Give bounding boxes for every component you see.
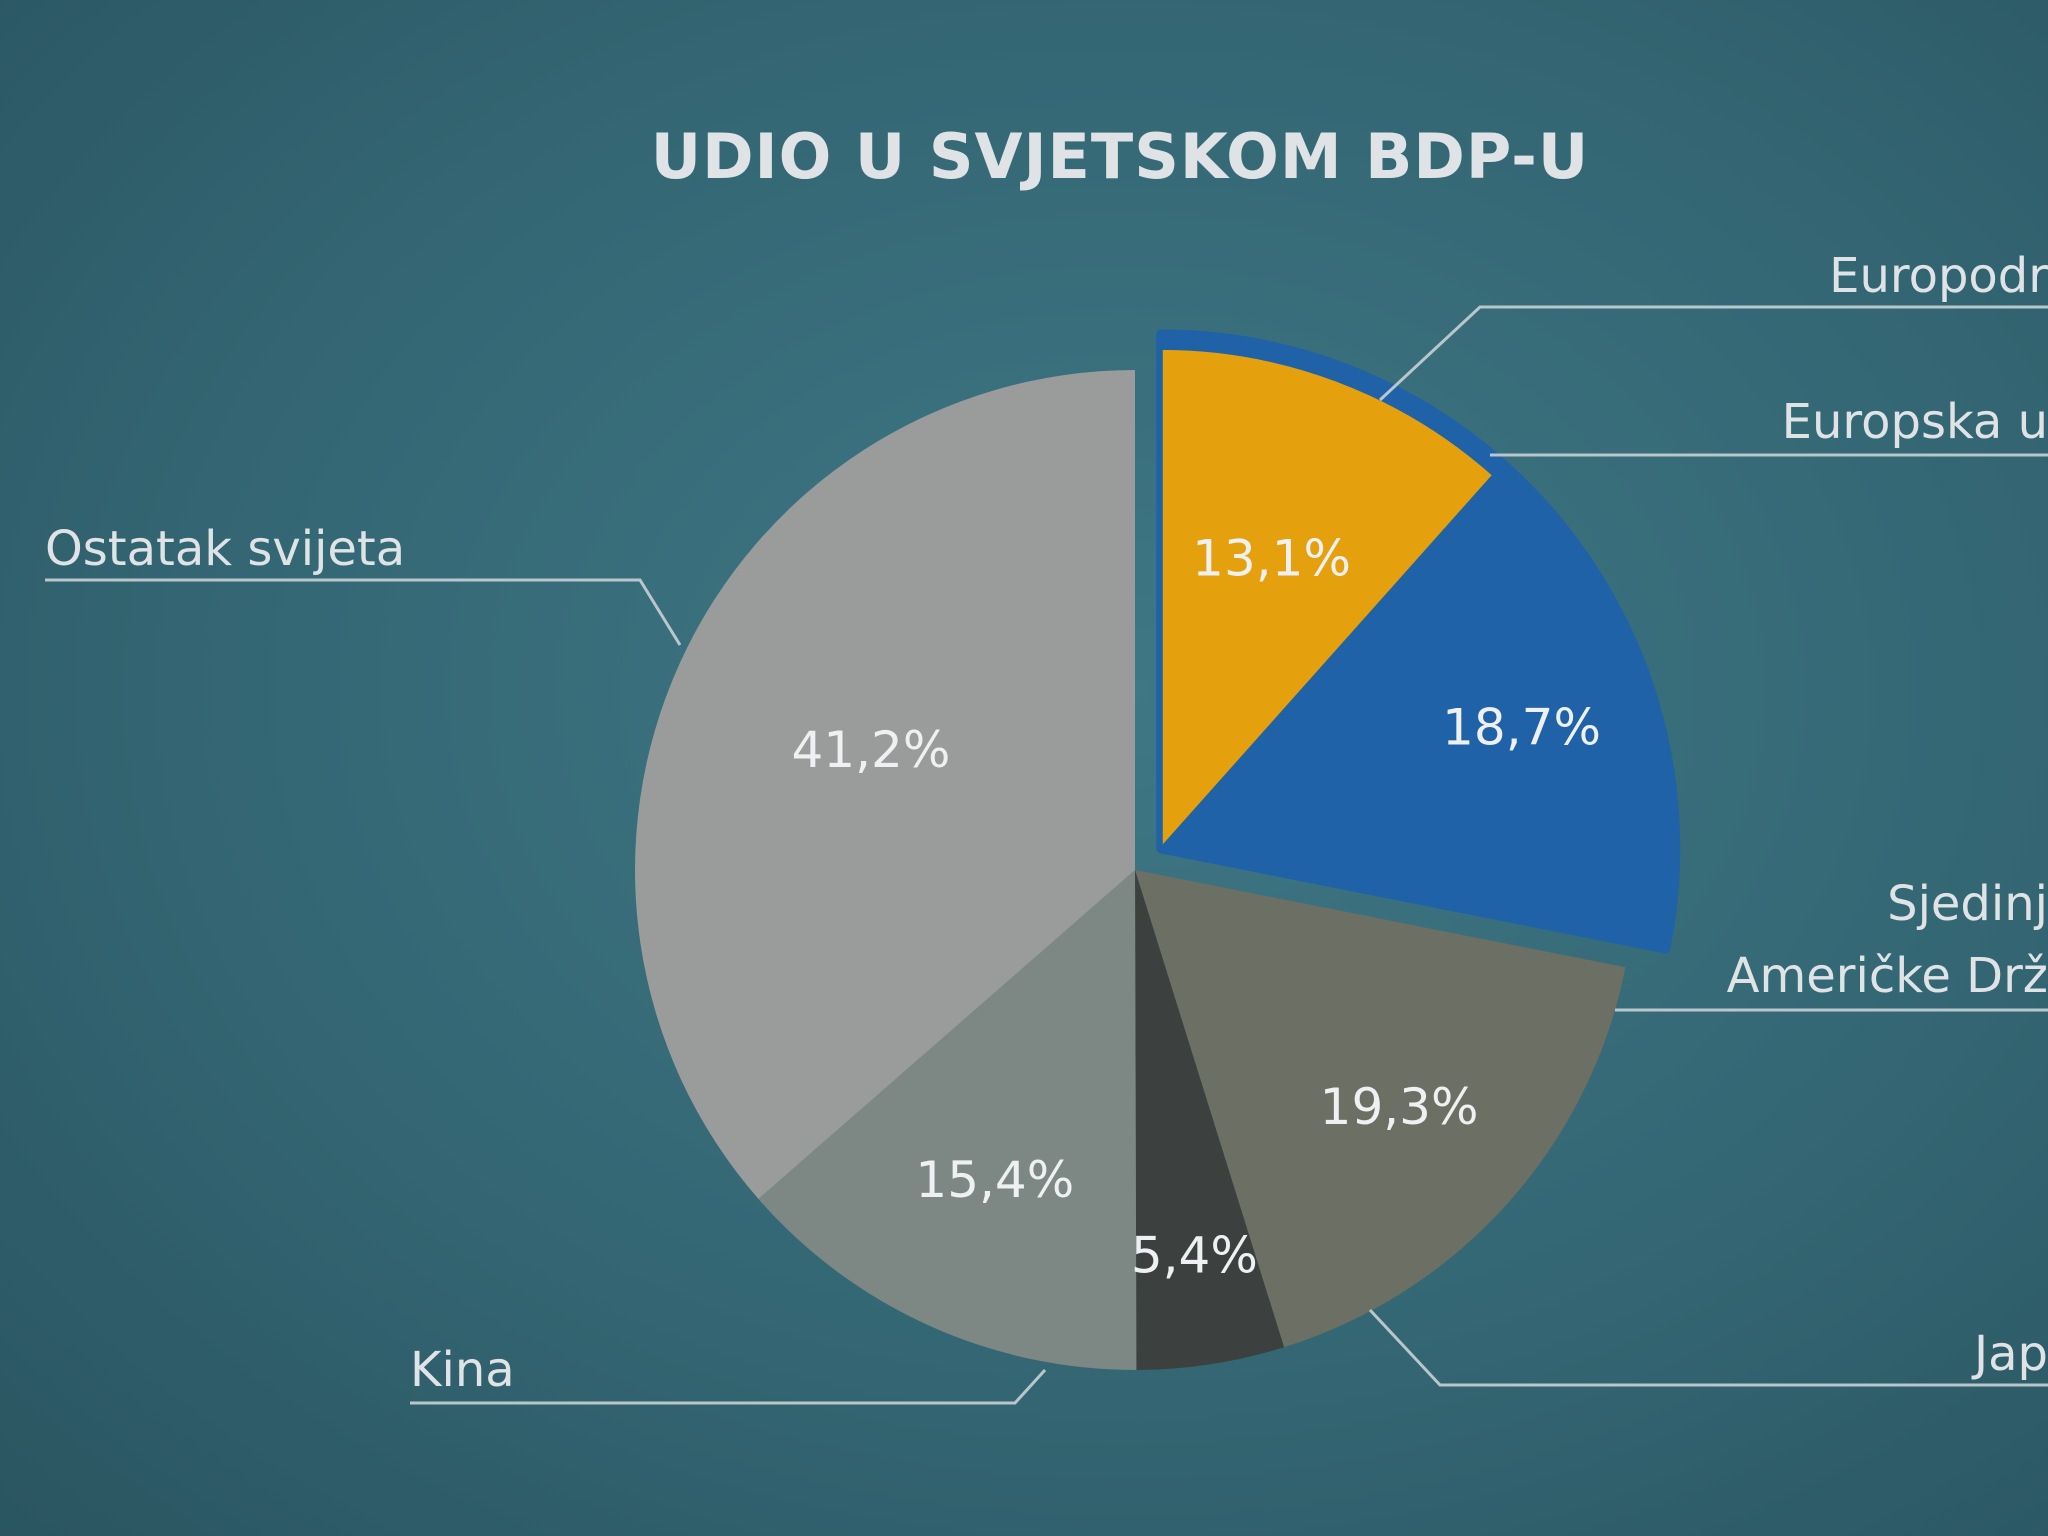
slice-category-label-3: Jap <box>1971 1326 2048 1382</box>
pie-slice-0 <box>1159 346 1496 853</box>
category-labels: Europodr Europska u Sjedinj Američke Drž Jap… <box>45 248 2048 1398</box>
chart-title: UDIO U SVJETSKOM BDP-U <box>651 120 1590 193</box>
leader-line-5 <box>45 578 682 646</box>
slice-category-label-0: Europodr <box>1829 248 2048 304</box>
pie-slice-5 <box>634 370 1135 1199</box>
leader-line-3 <box>1368 1308 2048 1387</box>
slice-value-label-1: 18,7% <box>1442 699 1601 757</box>
slice-value-label-2: 19,3% <box>1320 1078 1479 1136</box>
leader-lines <box>45 305 2048 1405</box>
slice-category-label-2-line-0: Sjedinj <box>1887 876 2048 932</box>
slice-value-label-4: 15,4% <box>915 1151 1074 1209</box>
pie-slice-2 <box>1135 870 1626 1348</box>
slice-category-label-2-line-1: Američke Drž <box>1727 948 2048 1004</box>
slice-category-label-4: Kina <box>410 1342 515 1398</box>
slice-value-label-0: 13,1% <box>1192 530 1351 588</box>
slice-category-label-1: Europska u <box>1782 394 2048 450</box>
leader-line-0 <box>1378 305 2048 402</box>
slice-value-label-5: 41,2% <box>792 721 951 779</box>
value-labels: 13,1% 18,7% 19,3% 5,4% 15,4% 41,2% <box>792 530 1601 1285</box>
pie-slice-3 <box>1135 870 1285 1370</box>
pie-slice-1 <box>1158 472 1663 948</box>
slice-value-label-3: 5,4% <box>1131 1226 1258 1284</box>
slice-category-label-5: Ostatak svijeta <box>45 521 405 577</box>
leader-line-4 <box>410 1368 1047 1405</box>
pie-slice-4 <box>758 870 1137 1370</box>
pie-slices <box>634 329 1681 1370</box>
